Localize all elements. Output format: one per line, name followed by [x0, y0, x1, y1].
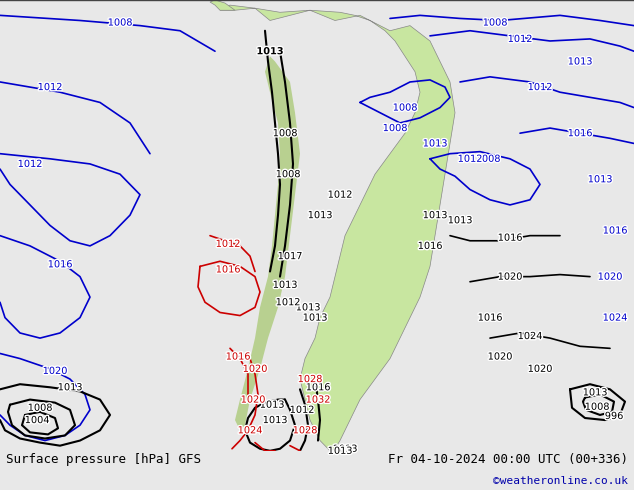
- Text: 1012: 1012: [18, 159, 42, 169]
- Text: 1012: 1012: [290, 405, 314, 415]
- Text: 996: 996: [605, 411, 623, 421]
- Text: 1012: 1012: [527, 82, 552, 92]
- Text: Fr 04-10-2024 00:00 UTC (00+336): Fr 04-10-2024 00:00 UTC (00+336): [387, 453, 628, 466]
- Text: 1016: 1016: [48, 259, 72, 270]
- Polygon shape: [220, 5, 455, 451]
- Text: 1008: 1008: [273, 128, 297, 138]
- Text: 1016: 1016: [216, 265, 240, 274]
- Text: 1012: 1012: [458, 154, 482, 164]
- Text: 1008: 1008: [108, 18, 133, 27]
- Text: 1013: 1013: [333, 444, 357, 454]
- Text: 1013: 1013: [423, 210, 447, 220]
- Text: 1008: 1008: [383, 123, 407, 133]
- Text: 1016: 1016: [603, 225, 627, 236]
- Text: 1012: 1012: [328, 190, 353, 199]
- Text: 1013: 1013: [295, 302, 320, 312]
- Text: 1020: 1020: [598, 271, 623, 282]
- Text: 1008: 1008: [392, 102, 417, 113]
- Text: 1013: 1013: [257, 46, 283, 56]
- Text: ©weatheronline.co.uk: ©weatheronline.co.uk: [493, 476, 628, 486]
- Text: 1012: 1012: [216, 239, 240, 249]
- Text: 1013: 1013: [583, 388, 607, 397]
- Text: 1013: 1013: [262, 415, 287, 425]
- Text: 1013: 1013: [588, 174, 612, 184]
- Text: 1004: 1004: [25, 415, 49, 425]
- Text: 1016: 1016: [498, 233, 522, 243]
- Text: 1024: 1024: [518, 331, 542, 341]
- Text: 1012: 1012: [37, 82, 62, 92]
- Text: 1020: 1020: [241, 394, 265, 405]
- Text: 1032: 1032: [306, 394, 330, 405]
- Text: 1024: 1024: [238, 425, 262, 435]
- Text: 1028: 1028: [298, 374, 322, 384]
- Text: 1008: 1008: [276, 169, 301, 179]
- Text: 1017: 1017: [278, 251, 302, 261]
- Text: Surface pressure [hPa] GFS: Surface pressure [hPa] GFS: [6, 453, 202, 466]
- Text: 1013: 1013: [328, 446, 353, 456]
- Text: 1013: 1013: [260, 400, 284, 410]
- Text: 1020: 1020: [498, 271, 522, 282]
- Text: 1013: 1013: [568, 56, 592, 67]
- Polygon shape: [235, 56, 300, 430]
- Text: 1020: 1020: [42, 366, 67, 376]
- Text: 1016: 1016: [418, 241, 443, 251]
- Text: 1013: 1013: [423, 139, 447, 148]
- Text: 1020: 1020: [243, 364, 268, 374]
- Text: 1016: 1016: [568, 128, 592, 138]
- Text: 1013: 1013: [58, 382, 82, 392]
- Text: 1008: 1008: [28, 403, 52, 413]
- Text: 1028: 1028: [293, 425, 317, 435]
- Text: 1024: 1024: [603, 313, 627, 322]
- Text: 1008: 1008: [585, 402, 609, 412]
- Text: 1020: 1020: [488, 351, 512, 362]
- Text: 1013: 1013: [273, 280, 297, 290]
- Text: 1013: 1013: [303, 313, 327, 322]
- Text: 1008: 1008: [476, 154, 500, 164]
- Text: 1008: 1008: [482, 18, 507, 27]
- Polygon shape: [210, 0, 235, 10]
- Text: 1016: 1016: [478, 313, 502, 322]
- Text: 1016: 1016: [226, 351, 250, 362]
- Text: 1013: 1013: [448, 215, 472, 225]
- Text: 1016: 1016: [306, 382, 330, 392]
- Text: 1013: 1013: [307, 210, 332, 220]
- Text: 1012: 1012: [508, 34, 533, 44]
- Text: 1020: 1020: [527, 364, 552, 374]
- Text: 1012: 1012: [276, 297, 301, 307]
